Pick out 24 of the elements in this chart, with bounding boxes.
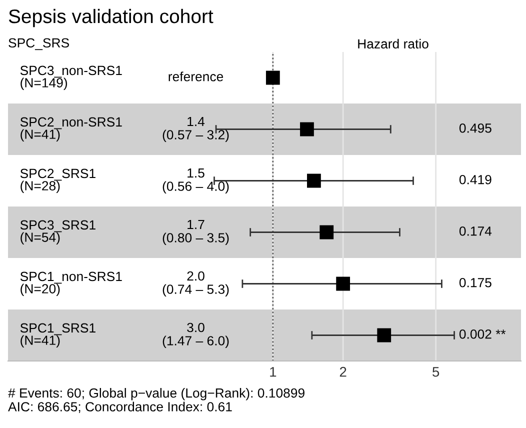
annotation: 0.419	[459, 174, 492, 184]
y-axis-title: SPC_SRS	[8, 38, 69, 50]
annotation: reference	[168, 72, 224, 82]
annotation: 1.5 (0.56 – 4.0)	[162, 168, 229, 194]
x-tick-label: 2	[340, 366, 346, 377]
text: # Events: 60; Global p−value (Log−Rank): 0.10899 AIC: 686.65; Concordance Index: 0.61	[8, 388, 304, 413]
y-tick-label: SPC2_SRS1 (N=28)	[20, 168, 96, 194]
annotation: 0.495	[459, 123, 492, 133]
annotation: 1.4 (0.57 – 3.2)	[162, 116, 229, 142]
y-tick-label: SPC3_non-SRS1 (N=149)	[20, 66, 122, 90]
y-tick-label: SPC3_SRS1 (N=54)	[20, 220, 96, 245]
annotation: 0.002 **	[459, 329, 506, 339]
annotation: 0.174	[459, 226, 492, 236]
x-tick-label: 5	[432, 367, 440, 377]
x-axis-title: Hazard ratio	[358, 38, 428, 49]
chart-title: Sepsis validation cohort	[8, 8, 214, 28]
y-tick-label: SPC1_non-SRS1 (N=20)	[20, 272, 122, 296]
annotation: 0.175	[459, 278, 492, 288]
annotation: 1.7 (0.80 – 3.5)	[162, 220, 229, 246]
y-tick-label: SPC2_non-SRS1 (N=41)	[20, 117, 122, 142]
x-tick-label: 1	[270, 367, 276, 377]
annotation: 3.0 (1.47 – 6.0)	[162, 322, 229, 348]
y-tick-label: SPC1_SRS1 (N=41)	[20, 323, 96, 348]
annotation: 2.0 (0.74 – 5.3)	[162, 271, 229, 297]
